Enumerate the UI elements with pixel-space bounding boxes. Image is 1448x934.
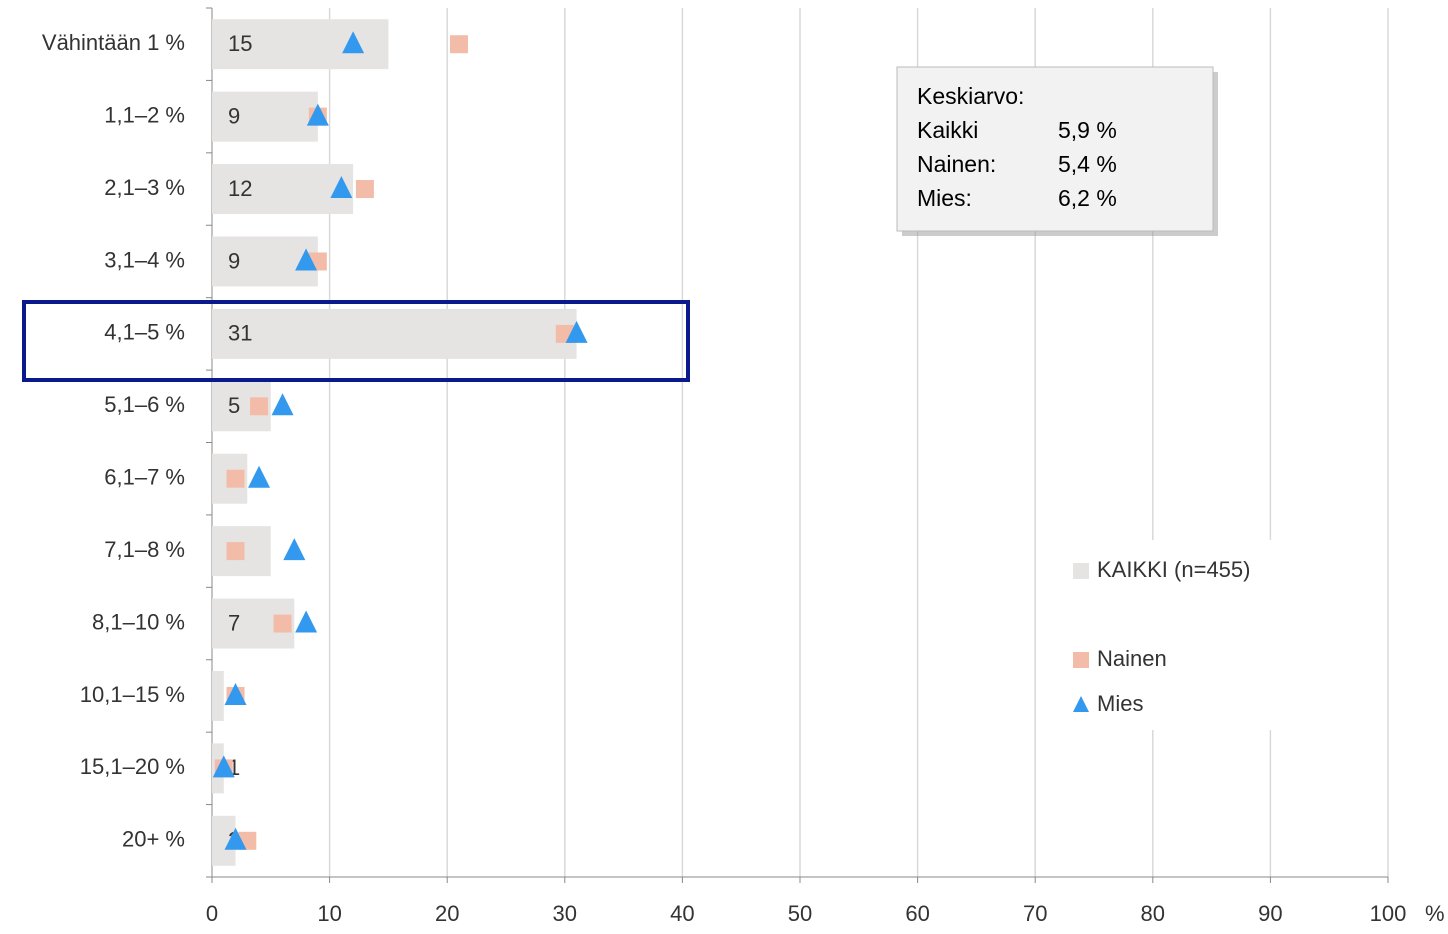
triangle-marker: [271, 393, 294, 416]
triangle-marker: [295, 248, 318, 271]
x-tick-label: 100: [1370, 901, 1407, 926]
x-tick-label: 80: [1141, 901, 1165, 926]
note-label: Kaikki: [917, 117, 978, 143]
data-label: 15: [228, 31, 252, 56]
y-tick-label: Vähintään 1 %: [42, 30, 185, 55]
bar: [212, 91, 318, 142]
x-tick-label: 60: [905, 901, 929, 926]
note-label: Mies:: [917, 185, 972, 211]
triangle-marker: [248, 465, 271, 488]
triangle-marker: [295, 610, 318, 633]
legend-swatch: [1073, 652, 1089, 668]
x-tick-label: 40: [670, 901, 694, 926]
data-label: 9: [228, 103, 240, 128]
note-title: Keskiarvo:: [917, 83, 1024, 109]
triangle-marker: [283, 538, 306, 561]
x-tick-label: 50: [788, 901, 812, 926]
square-marker: [226, 469, 245, 488]
triangle-marker: [224, 827, 247, 850]
bar: [212, 815, 236, 866]
note-value: 6,2 %: [1058, 185, 1117, 211]
data-label: 7: [228, 610, 240, 635]
y-tick-label: 2,1–3 %: [104, 175, 185, 200]
y-tick-label: 15,1–20 %: [80, 754, 185, 779]
bar: [212, 164, 354, 215]
y-tick-label: 4,1–5 %: [104, 320, 185, 345]
square-marker: [250, 397, 269, 416]
legend-label: Mies: [1097, 691, 1143, 716]
note-value: 5,4 %: [1058, 151, 1117, 177]
x-tick-label: 90: [1258, 901, 1282, 926]
data-label: 12: [228, 176, 252, 201]
grid: 0 10 20 30 40 50 60 70 80 90 100 % Vähintään 1 % 1,1–…: [42, 7, 1445, 926]
legend: KAIKKI (n=455) Nainen Mies: [1073, 557, 1250, 716]
y-tick-label: 6,1–7 %: [104, 465, 185, 490]
triangle-marker: [342, 31, 365, 54]
note-value: 5,9 %: [1058, 117, 1117, 143]
legend-swatch: [1073, 696, 1089, 712]
legend-label: Nainen: [1097, 646, 1167, 671]
marks: 159129315357112: [212, 19, 588, 866]
y-tick-label: 3,1–4 %: [104, 247, 185, 272]
y-tick-label: 5,1–6 %: [104, 392, 185, 417]
legend-swatch: [1073, 563, 1089, 579]
x-tick-label: 10: [317, 901, 341, 926]
triangle-marker: [306, 103, 329, 126]
legend-label: KAIKKI (n=455): [1097, 557, 1250, 582]
triangle-marker: [330, 176, 353, 199]
note-box: [896, 66, 1214, 232]
x-tick-label: 0: [206, 901, 218, 926]
x-tick-label: 20: [435, 901, 459, 926]
x-unit: %: [1425, 901, 1445, 926]
note: Keskiarvo: Kaikki 5,9 % Nainen: 5,4 % Mies: 6,…: [917, 83, 1117, 211]
square-marker: [449, 35, 468, 54]
triangle-marker: [565, 320, 588, 343]
triangle-marker: [212, 755, 235, 778]
legend-background: [1058, 540, 1298, 730]
x-tick-label: 70: [1023, 901, 1047, 926]
x-tick-label: 30: [553, 901, 577, 926]
triangle-marker: [224, 682, 247, 705]
highlight-box: [22, 300, 690, 382]
bar: [212, 308, 577, 359]
data-label: 9: [228, 248, 240, 273]
y-tick-label: 8,1–10 %: [92, 609, 185, 634]
data-label: 5: [228, 393, 240, 418]
note-label: Nainen:: [917, 151, 996, 177]
y-tick-label: 7,1–8 %: [104, 537, 185, 562]
y-tick-label: 20+ %: [122, 827, 185, 852]
square-marker: [226, 542, 245, 561]
bar: [212, 670, 224, 721]
y-tick-label: 1,1–2 %: [104, 102, 185, 127]
square-marker: [355, 180, 374, 199]
y-tick-label: 10,1–15 %: [80, 682, 185, 707]
data-label: 31: [228, 321, 252, 346]
square-marker: [273, 614, 292, 633]
